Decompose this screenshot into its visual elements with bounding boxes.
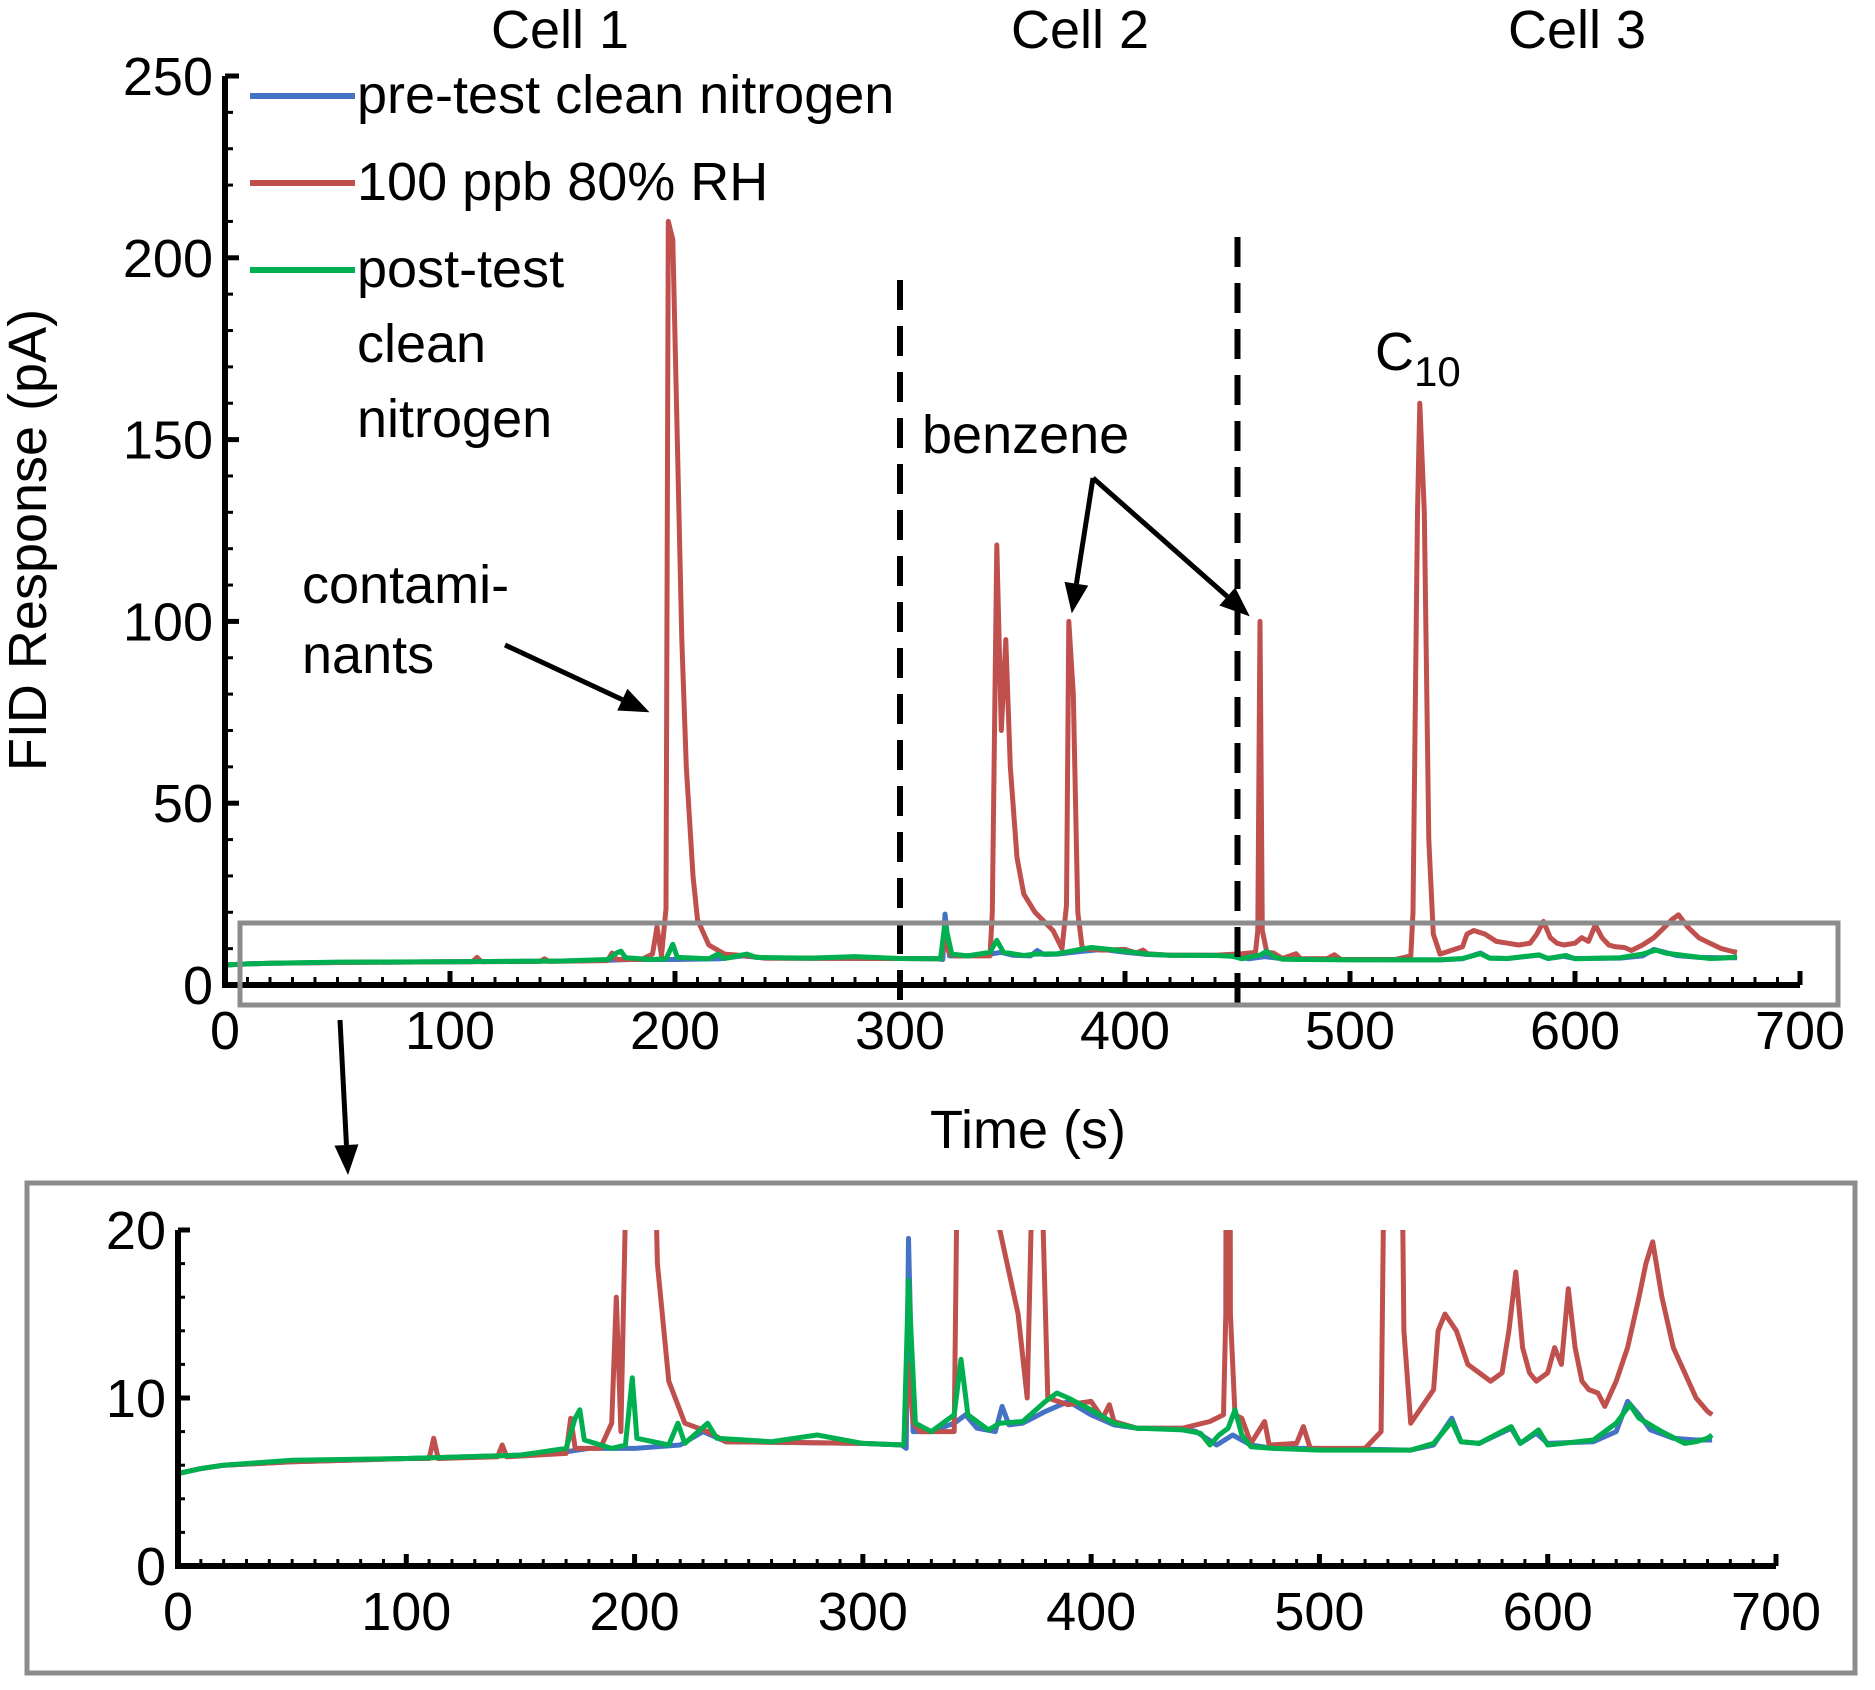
main-tick-labels: 0 100 200 300 400 500 600 700 0 50 100 150 200 250 <box>123 47 1845 1061</box>
inset-chart: 0 100 200 300 400 500 600 700 0 10 20 <box>24 1180 1858 1676</box>
cell-dividers <box>897 237 1241 1010</box>
cell-label-2: Cell 2 <box>1011 0 1149 60</box>
main-series-post-test <box>224 920 1738 968</box>
inset-x-tick-label: 400 <box>1046 1582 1136 1642</box>
main-y-tick-label: 50 <box>153 774 213 834</box>
inset-series-group <box>178 1230 1714 1477</box>
inset-x-tick-label: 500 <box>1274 1582 1364 1642</box>
inset-y-tick-label: 20 <box>106 1201 166 1261</box>
zoom-region-box <box>237 920 1841 1008</box>
annotation-benzene: benzene <box>922 405 1129 465</box>
main-x-tick-label: 400 <box>1080 1001 1170 1061</box>
inset-y-tick-label: 10 <box>106 1369 166 1429</box>
main-x-tick-label: 600 <box>1530 1001 1620 1061</box>
inset-x-tick-label: 100 <box>361 1582 451 1642</box>
annotation-c10-base: C <box>1375 322 1414 382</box>
inset-series-pre-test <box>178 1235 1713 1477</box>
main-y-tick-label: 0 <box>183 956 213 1016</box>
contaminants-arrow-head <box>617 688 650 713</box>
main-y-tick-label: 200 <box>123 229 213 289</box>
legend-label-post-test-line3: nitrogen <box>357 389 552 449</box>
benzene-arrow-1-head <box>1064 581 1089 614</box>
main-x-tick-label: 200 <box>630 1001 720 1061</box>
x-axis-label: Time (s) <box>930 1100 1126 1160</box>
legend-label-post-test-line1: post-test <box>357 239 564 299</box>
inset-tick-marks <box>175 1227 1779 1569</box>
inset-axes <box>175 1230 1776 1569</box>
main-y-tick-label: 100 <box>123 592 213 652</box>
cell-label-1: Cell 1 <box>491 0 629 60</box>
zoom-connector-arrow-head <box>334 1144 359 1175</box>
inset-x-tick-label: 0 <box>163 1582 193 1642</box>
inset-x-tick-label: 300 <box>818 1582 908 1642</box>
benzene-arrow-2-head <box>1219 587 1250 617</box>
inset-series-post-test <box>178 1277 1714 1477</box>
main-chart: 0 100 200 300 400 500 600 700 0 50 100 150 200 250 Ti… <box>0 0 1845 1160</box>
inset-x-tick-label: 600 <box>1503 1582 1593 1642</box>
annotation-c10-subscript: 10 <box>1414 348 1461 395</box>
cell-label-3: Cell 3 <box>1508 0 1646 60</box>
main-series-group <box>224 218 1738 968</box>
main-x-tick-label: 0 <box>210 1001 240 1061</box>
annotations: contami- nants benzene C10 <box>302 322 1461 713</box>
legend-label-post-test-line2: clean <box>357 314 486 374</box>
inset-x-tick-label: 700 <box>1731 1582 1821 1642</box>
inset-frame <box>24 1180 1858 1676</box>
contaminants-arrow-shaft <box>503 642 624 702</box>
y-axis-label: FID Response (pA) <box>0 309 58 771</box>
main-y-tick-label: 250 <box>123 47 213 107</box>
main-x-tick-label: 100 <box>405 1001 495 1061</box>
legend-label-test: 100 ppb 80% RH <box>357 152 768 212</box>
inset-y-tick-label: 0 <box>136 1537 166 1597</box>
legend: pre-test clean nitrogen 100 ppb 80% RH p… <box>250 65 894 449</box>
annotation-c10: C10 <box>1375 322 1461 395</box>
annotation-contaminants-line1: contami- <box>302 555 509 615</box>
main-tick-marks <box>222 73 1803 988</box>
inset-tick-labels: 0 100 200 300 400 500 600 700 0 10 20 <box>106 1201 1821 1642</box>
main-x-tick-label: 500 <box>1305 1001 1395 1061</box>
zoom-arrow <box>334 1019 359 1175</box>
benzene-arrow-1-shaft <box>1073 477 1096 585</box>
annotation-contaminants-line2: nants <box>302 625 434 685</box>
legend-label-pre-test: pre-test clean nitrogen <box>357 65 894 125</box>
main-axes <box>222 76 1800 988</box>
inset-x-tick-label: 200 <box>590 1582 680 1642</box>
annotation-arrows <box>503 476 1250 713</box>
main-y-tick-label: 150 <box>123 411 213 471</box>
main-x-tick-label: 700 <box>1755 1001 1845 1061</box>
inset-series-test <box>178 1230 1714 1477</box>
main-x-tick-label: 300 <box>855 1001 945 1061</box>
zoom-connector-arrow-shaft <box>337 1019 349 1146</box>
benzene-arrow-2-shaft <box>1091 476 1229 599</box>
